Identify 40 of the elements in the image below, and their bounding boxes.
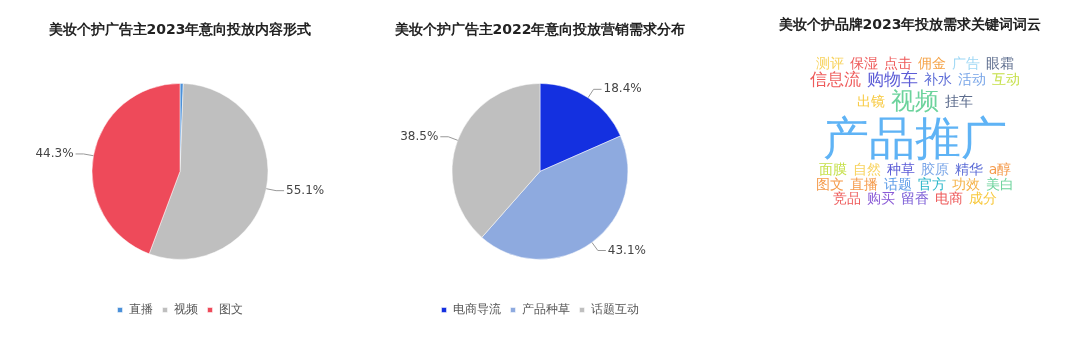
legend-label: 产品种草 (521, 302, 570, 317)
text: 保湿 (850, 55, 878, 71)
text: 测评 (816, 55, 844, 71)
text: 佣金 (918, 55, 946, 71)
legend-label: 话题互动 (590, 302, 639, 317)
text: 活动 (958, 71, 986, 88)
text: 眼霜 (986, 55, 1014, 71)
text: 精华 (954, 161, 983, 177)
text: 留香 (901, 190, 929, 207)
data-label: 38.5% (400, 128, 439, 143)
text: 直播 (850, 175, 878, 192)
text: 互动 (992, 71, 1020, 88)
chart-title: 美妆个护广告主2022年意向投放营销需求分布 (393, 21, 686, 38)
text: 自然 (852, 161, 881, 178)
text: 种草 (886, 161, 915, 177)
text: 功效 (952, 175, 980, 192)
text: 美妆个护品牌2023年投放需求关键词词云 (777, 15, 1043, 34)
legend-label: 直播 (128, 302, 153, 317)
text: 挂车 (945, 92, 973, 109)
text: 话题 (884, 175, 912, 192)
text: 官方 (918, 175, 946, 192)
legend-label: 图文 (218, 302, 243, 317)
text: 竞品 (833, 190, 861, 207)
data-label: 43.1% (607, 242, 646, 257)
text: 出镜 (857, 92, 885, 109)
chart-title: 美妆个护广告主2023年意向投放内容形式 (47, 21, 312, 38)
text: 补水 (924, 71, 952, 88)
text: 电商 (935, 190, 963, 207)
data-label: 18.4% (603, 81, 642, 96)
data-label: 44.3% (35, 146, 74, 161)
legend-label: 视频 (173, 302, 198, 317)
text: 购买 (867, 190, 895, 207)
text: 点击 (884, 55, 912, 71)
text: 美白 (986, 175, 1014, 192)
text: 广告 (952, 55, 980, 71)
text: 成分 (969, 190, 997, 207)
text: 胶原 (920, 161, 949, 177)
legend-label: 电商导流 (452, 302, 501, 317)
data-label: 55.1% (286, 182, 325, 197)
text: a醇 (988, 161, 1012, 177)
